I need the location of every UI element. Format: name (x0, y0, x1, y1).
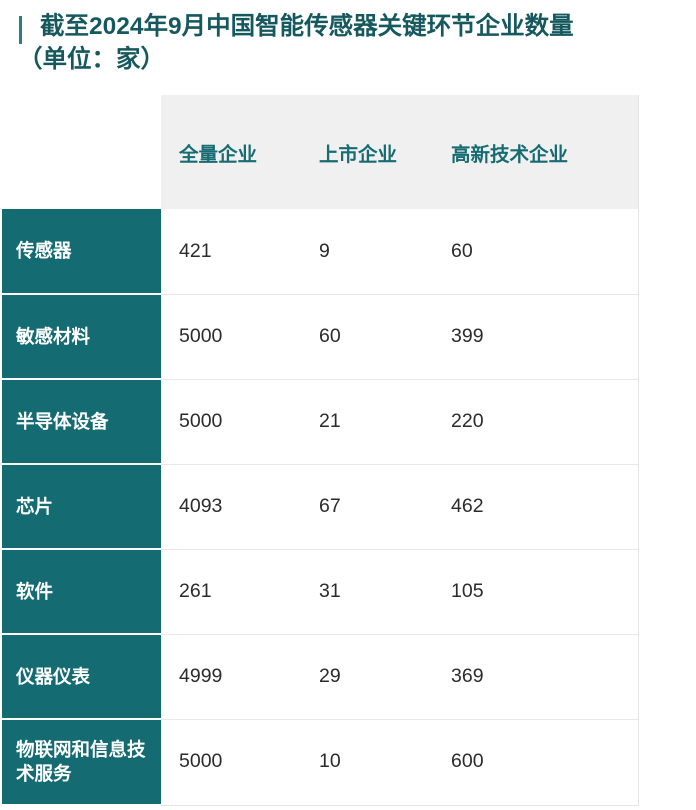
row-label-iot-it-services: 物联网和信息技术服务 (2, 718, 161, 804)
header-cell-label (2, 95, 161, 209)
row-label-sensor: 传感器 (2, 209, 161, 294)
cell-hightech-enterprises: 105 (433, 548, 638, 634)
table-body: 传感器 421 9 60 敏感材料 5000 60 399 半导体设备 5000… (2, 209, 638, 804)
cell-hightech-enterprises: 462 (433, 463, 638, 549)
table-row: 物联网和信息技术服务 5000 10 600 (2, 718, 638, 804)
row-label-chip: 芯片 (2, 463, 161, 549)
cell-listed-enterprises: 9 (301, 209, 433, 294)
row-label-software: 软件 (2, 548, 161, 634)
cell-hightech-enterprises: 60 (433, 209, 638, 294)
cell-listed-enterprises: 29 (301, 633, 433, 719)
table-row: 传感器 421 9 60 (2, 209, 638, 294)
table-row: 芯片 4093 67 462 (2, 463, 638, 549)
header-cell-listed-enterprises: 上市企业 (301, 95, 433, 209)
cell-listed-enterprises: 60 (301, 293, 433, 379)
table-header: 全量企业 上市企业 高新技术企业 (2, 95, 638, 209)
cell-total-enterprises: 5000 (161, 378, 301, 464)
cell-total-enterprises: 5000 (161, 718, 301, 804)
row-label-instruments: 仪器仪表 (2, 633, 161, 719)
table-row: 仪器仪表 4999 29 369 (2, 633, 638, 719)
row-label-semiconductor-equipment: 半导体设备 (2, 378, 161, 464)
header-cell-hightech-enterprises: 高新技术企业 (433, 95, 638, 209)
table-row: 敏感材料 5000 60 399 (2, 293, 638, 379)
cell-listed-enterprises: 67 (301, 463, 433, 549)
title-accent-bar (19, 16, 22, 44)
cell-hightech-enterprises: 220 (433, 378, 638, 464)
header-cell-total-enterprises: 全量企业 (161, 95, 301, 209)
cell-listed-enterprises: 31 (301, 548, 433, 634)
row-label-sensitive-materials: 敏感材料 (2, 293, 161, 379)
cell-hightech-enterprises: 399 (433, 293, 638, 379)
cell-listed-enterprises: 10 (301, 718, 433, 804)
cell-total-enterprises: 261 (161, 548, 301, 634)
page-title: 截至2024年9月中国智能传感器关键环节企业数量 （单位：家） (18, 13, 574, 73)
cell-total-enterprises: 5000 (161, 293, 301, 379)
cell-hightech-enterprises: 369 (433, 633, 638, 719)
table-row: 软件 261 31 105 (2, 548, 638, 634)
cell-hightech-enterprises: 600 (433, 718, 638, 804)
cell-total-enterprises: 421 (161, 209, 301, 294)
cell-listed-enterprises: 21 (301, 378, 433, 464)
cell-total-enterprises: 4999 (161, 633, 301, 719)
table-row: 半导体设备 5000 21 220 (2, 378, 638, 464)
page-title-block: 截至2024年9月中国智能传感器关键环节企业数量 （单位：家） (0, 0, 696, 76)
table-header-row: 全量企业 上市企业 高新技术企业 (2, 95, 638, 209)
enterprise-count-table: 全量企业 上市企业 高新技术企业 传感器 421 9 60 敏感材料 5000 … (2, 95, 638, 804)
cell-total-enterprises: 4093 (161, 463, 301, 549)
